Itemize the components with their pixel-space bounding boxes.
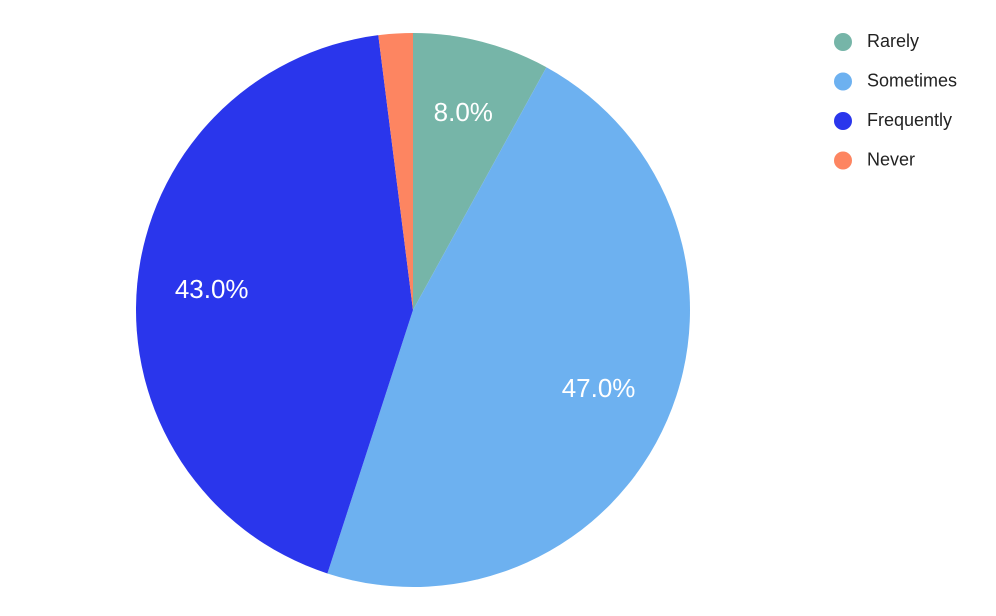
legend-marker — [834, 112, 852, 130]
pie-slice — [378, 33, 413, 310]
legend-label: Frequently — [867, 110, 952, 130]
legend-marker — [834, 33, 852, 51]
legend-label: Rarely — [867, 31, 919, 51]
data-label: 8.0% — [434, 97, 493, 127]
legend-marker — [834, 72, 852, 91]
data-label: 43.0% — [175, 274, 249, 304]
data-label: 47.0% — [562, 373, 636, 403]
legend-label: Sometimes — [867, 70, 957, 90]
pie-slice — [327, 67, 690, 587]
legend-marker — [834, 151, 852, 170]
pie-slice — [136, 35, 414, 574]
legend-label: Never — [867, 149, 915, 169]
pie-slice — [413, 33, 547, 310]
